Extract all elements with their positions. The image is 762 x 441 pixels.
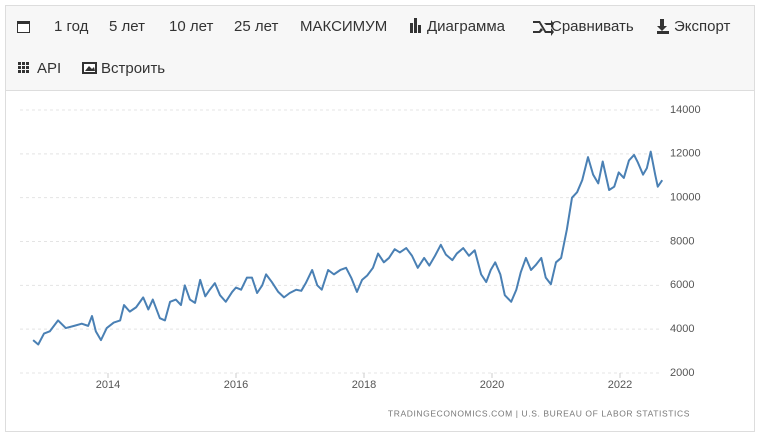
source-note: TRADINGECONOMICS.COM | U.S. BUREAU OF LA…: [388, 408, 690, 418]
x-tick-label: 2022: [608, 379, 632, 391]
toolbar-icons: [17, 18, 669, 74]
range-1y[interactable]: 1 год: [54, 18, 89, 35]
compare-button[interactable]: Сравнивать: [551, 18, 634, 35]
range-max[interactable]: МАКСИМУМ: [300, 18, 388, 35]
range-5y[interactable]: 5 лет: [109, 18, 145, 35]
y-tick-label: 2000: [670, 367, 694, 379]
embed-button[interactable]: Встроить: [101, 60, 166, 77]
x-tick-label: 2014: [96, 379, 120, 391]
export-button[interactable]: Экспорт: [674, 18, 731, 35]
chart-button[interactable]: Диаграмма: [427, 18, 506, 35]
chart-panel: [5, 90, 755, 432]
compare-icon: [533, 20, 554, 36]
y-tick-label: 8000: [670, 235, 694, 247]
y-tick-label: 14000: [670, 104, 701, 116]
y-tick-label: 12000: [670, 148, 701, 160]
api-icon: [18, 62, 29, 73]
y-tick-label: 10000: [670, 192, 701, 204]
export-icon: [657, 19, 669, 34]
range-25y[interactable]: 25 лет: [234, 18, 279, 35]
api-button[interactable]: API: [37, 60, 62, 77]
toolbar: 1 год 5 лет 10 лет 25 лет МАКСИМУМ Диагр…: [5, 5, 755, 91]
y-tick-label: 4000: [670, 323, 694, 335]
range-10y[interactable]: 10 лет: [169, 18, 214, 35]
x-tick-label: 2020: [480, 379, 504, 391]
chart-icon: [410, 23, 413, 33]
y-tick-label: 6000: [670, 279, 694, 291]
line-series: [32, 150, 664, 346]
x-tick-label: 2016: [224, 379, 248, 391]
x-tick-label: 2018: [352, 379, 376, 391]
